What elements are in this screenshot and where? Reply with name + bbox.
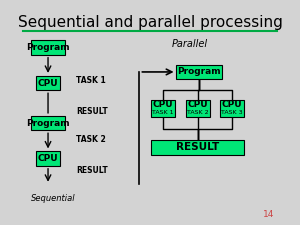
Text: CPU: CPU: [38, 154, 58, 163]
Text: CPU: CPU: [153, 100, 174, 109]
FancyBboxPatch shape: [31, 116, 65, 130]
FancyBboxPatch shape: [31, 40, 65, 55]
Text: Sequential and parallel processing: Sequential and parallel processing: [18, 15, 282, 30]
Text: TASK 1: TASK 1: [152, 110, 174, 115]
Text: Program: Program: [26, 43, 70, 52]
FancyBboxPatch shape: [176, 65, 221, 79]
Text: Program: Program: [26, 119, 70, 128]
Text: CPU: CPU: [188, 100, 208, 109]
FancyBboxPatch shape: [151, 100, 175, 117]
Text: TASK 2: TASK 2: [76, 135, 106, 144]
Text: TASK 2: TASK 2: [187, 110, 208, 115]
FancyBboxPatch shape: [36, 76, 60, 90]
FancyBboxPatch shape: [151, 140, 244, 155]
Text: Parallel: Parallel: [172, 39, 208, 49]
Text: RESULT: RESULT: [176, 142, 219, 153]
Text: RESULT: RESULT: [76, 166, 108, 175]
Text: RESULT: RESULT: [76, 107, 108, 116]
Text: Program: Program: [177, 68, 221, 76]
Text: CPU: CPU: [38, 79, 58, 88]
FancyBboxPatch shape: [36, 151, 60, 166]
FancyBboxPatch shape: [186, 100, 210, 117]
Text: Sequential: Sequential: [31, 194, 75, 202]
Text: 14: 14: [263, 210, 275, 219]
Text: TASK 3: TASK 3: [221, 110, 243, 115]
Text: CPU: CPU: [222, 100, 242, 109]
Text: TASK 1: TASK 1: [76, 76, 106, 85]
FancyBboxPatch shape: [220, 100, 244, 117]
